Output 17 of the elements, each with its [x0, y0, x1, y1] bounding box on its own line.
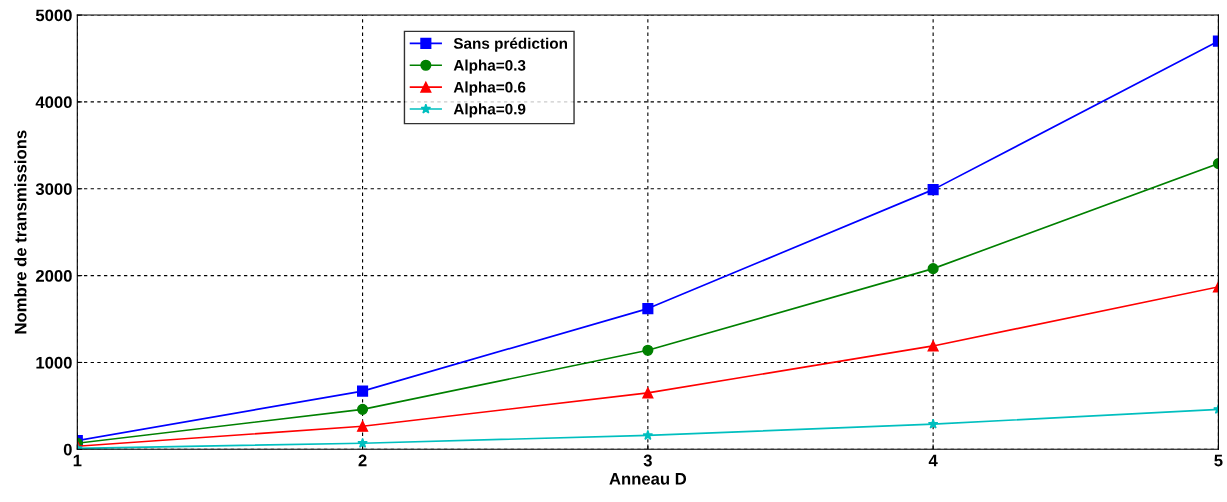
y-tick-label: 4000	[35, 96, 72, 109]
y-tick-label: 2000	[35, 270, 72, 282]
y-tick-label: 5000	[35, 9, 72, 22]
x-tick-label: 4	[928, 454, 938, 467]
x-tick-label: 3	[643, 454, 652, 467]
y-tick-label: 1000	[36, 356, 72, 369]
legend-label: Alpha=0.3	[453, 59, 526, 74]
x-axis-title: Anneau D	[609, 473, 687, 485]
x-tick-label: 2	[358, 454, 367, 467]
legend-label: Sans prédiction	[453, 37, 567, 52]
y-axis-title: Nombre de transmissions	[14, 130, 27, 334]
x-tick-label: 5	[1214, 454, 1223, 467]
y-tick-label: 3000	[35, 183, 72, 195]
x-tick-label: 1	[73, 454, 82, 467]
legend-label: Alpha=0.6	[453, 81, 526, 96]
y-tick-label: 0	[63, 443, 72, 456]
legend-label: Alpha=0.9	[453, 103, 526, 118]
